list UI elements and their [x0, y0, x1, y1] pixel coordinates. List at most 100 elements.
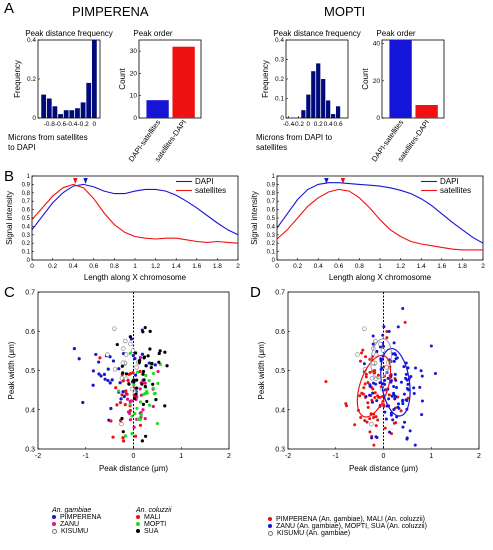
a-left-hist-ytick-label: 0.2 — [27, 76, 36, 83]
a-right-hist-bar — [316, 63, 321, 118]
b-right-xlabel: Length along X chromosome — [329, 273, 432, 282]
d-point-red — [364, 355, 368, 359]
d-point-blue — [371, 391, 375, 395]
c-point-sua — [121, 430, 125, 434]
d-point-red — [374, 424, 378, 428]
d-point-kisumu — [369, 421, 374, 427]
c-point-mali — [109, 419, 113, 423]
c-point-mali — [138, 423, 143, 427]
d-point-red — [406, 396, 410, 400]
b-left-xtick-label: 0.6 — [89, 263, 98, 270]
a-right-hist-xlabel: Microns from DAPI to — [256, 133, 333, 142]
panel-label-a: A — [4, 0, 15, 17]
d-point-blue — [405, 387, 409, 391]
c-point-mali — [138, 369, 142, 374]
a-left-order-axes — [138, 39, 202, 119]
a-right-order-title: Peak order — [376, 29, 415, 38]
legend-c-item-mali: MALI — [136, 514, 236, 521]
b-right-peak-arrow-icon — [340, 178, 346, 184]
b-left-xtick-label: 1.6 — [192, 263, 201, 270]
legend-c-coluzzii: An. coluzzii MALI MOPTI SUA — [136, 507, 236, 535]
legend-d-item-1: PIMPERENA (An. gambiae), MALI (An. coluz… — [268, 516, 493, 523]
d-point-red — [353, 423, 357, 427]
c-point-mopti — [128, 351, 132, 355]
d-xtick-label: 0 — [382, 453, 386, 460]
b-right-ytick-label: 0.9 — [267, 182, 276, 188]
legend-label: KISUMU (An. gambiae) — [277, 530, 351, 537]
a-right-order-bar — [415, 105, 438, 118]
d-point-red — [376, 373, 380, 377]
a-left-order-bar — [172, 46, 195, 118]
c-ytick-label: 0.4 — [25, 407, 35, 414]
d-point-blue — [392, 408, 396, 412]
a-left-order-ytick-label: 10 — [130, 93, 138, 100]
a-left-hist-bar — [46, 98, 52, 118]
c-point-zanu — [156, 369, 160, 374]
d-point-red — [399, 409, 403, 413]
c-point-mopti — [148, 403, 152, 407]
d-point-blue — [399, 380, 403, 384]
a-left-order-bar — [146, 100, 169, 118]
c-point-kisumu — [120, 360, 126, 365]
b-left-ytick-label: 0 — [27, 258, 31, 264]
d-point-blue — [401, 402, 405, 406]
d-point-blue — [371, 334, 375, 338]
legend-label: MOPTI — [144, 521, 167, 528]
c-point-mali — [127, 372, 131, 377]
d-point-red — [363, 382, 367, 386]
d-point-red — [361, 392, 365, 396]
c-point-pimperena — [108, 355, 112, 359]
a-right-hist-ytick-label: 0.3 — [275, 57, 284, 64]
d-point-blue — [396, 325, 400, 329]
b-left-legend-label: satellites — [195, 186, 226, 195]
a-left-hist-xlabel: Microns from satellites — [8, 133, 88, 142]
d-point-blue — [394, 394, 398, 398]
d-point-blue — [404, 372, 408, 376]
d-point-blue — [409, 374, 413, 378]
b-right-legend-label: satellites — [440, 186, 471, 195]
d-point-kisumu — [380, 348, 386, 353]
d-point-kisumu — [362, 326, 367, 331]
d-point-red — [364, 372, 368, 376]
a-right-hist-ytick-label: 0.4 — [275, 37, 284, 44]
c-point-pimperena — [118, 381, 122, 385]
d-point-red — [371, 387, 375, 391]
d-point-red — [364, 375, 368, 379]
c-point-zanu — [143, 381, 147, 385]
d-point-blue — [368, 383, 372, 387]
b-right-xtick-label: 0.4 — [314, 263, 323, 270]
d-point-red — [368, 430, 372, 434]
d-xlabel: Peak distance (μm) — [349, 464, 418, 473]
legend-c-item-sua: SUA — [136, 528, 236, 535]
b-left-xlabel: Length along X chromosome — [84, 273, 187, 282]
d-point-red — [376, 394, 380, 398]
c-point-zanu — [128, 399, 132, 404]
b-left-series-DAPI — [31, 183, 239, 236]
a-left-hist-ytick-label: 0 — [32, 115, 36, 122]
c-point-mopti — [141, 392, 146, 397]
d-point-blue — [388, 430, 392, 434]
d-point-red — [373, 396, 377, 400]
a-right-hist-xtick-label: -0.4 — [283, 121, 295, 128]
b-left-ylabel: Signal intensity — [5, 191, 14, 245]
a-left-order-ylabel: Count — [118, 68, 127, 90]
d-ytick-label: 0.5 — [275, 368, 285, 375]
d-point-kisumu — [384, 365, 389, 370]
c-point-mopti — [156, 381, 160, 385]
d-point-blue — [384, 417, 388, 421]
d-point-red — [358, 394, 362, 398]
c-point-sua — [120, 416, 124, 421]
legend-c-gambiae-title: An. gambiae — [52, 507, 92, 514]
a-left-hist-bar — [91, 40, 97, 118]
c-point-kisumu — [123, 338, 128, 344]
legend-d: PIMPERENA (An. gambiae), MALI (An. coluz… — [268, 516, 493, 537]
c-point-sua — [140, 382, 144, 386]
c-point-sua — [120, 364, 124, 368]
a-left-hist-xtick-label: -0.6 — [55, 121, 67, 128]
b-right-series-DAPI — [276, 182, 484, 244]
c-point-zanu — [138, 387, 142, 391]
c-point-mali — [115, 403, 119, 407]
b-right-ytick-label: 0.4 — [267, 224, 276, 230]
d-point-red — [365, 420, 369, 424]
